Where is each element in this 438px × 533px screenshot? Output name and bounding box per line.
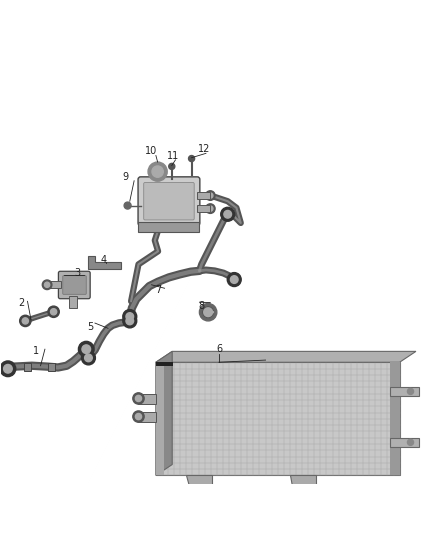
- Text: 10: 10: [145, 146, 158, 156]
- Bar: [138, 394, 156, 403]
- FancyBboxPatch shape: [138, 177, 200, 225]
- Bar: [390, 362, 399, 475]
- Circle shape: [81, 351, 95, 365]
- Circle shape: [135, 414, 141, 419]
- Circle shape: [85, 354, 92, 362]
- Circle shape: [126, 317, 134, 325]
- Text: 1: 1: [33, 346, 39, 357]
- Circle shape: [126, 313, 134, 320]
- Circle shape: [203, 307, 213, 318]
- Circle shape: [407, 389, 413, 394]
- Bar: [197, 205, 210, 212]
- Circle shape: [20, 315, 31, 327]
- FancyBboxPatch shape: [63, 276, 86, 294]
- Bar: [156, 362, 173, 366]
- Bar: [138, 412, 156, 422]
- Circle shape: [188, 156, 194, 161]
- Circle shape: [230, 276, 238, 284]
- FancyBboxPatch shape: [144, 182, 194, 220]
- Polygon shape: [290, 475, 316, 486]
- Text: 2: 2: [18, 298, 24, 309]
- Polygon shape: [186, 475, 212, 486]
- Circle shape: [221, 207, 235, 221]
- Circle shape: [133, 393, 144, 404]
- Polygon shape: [156, 351, 172, 475]
- Circle shape: [169, 163, 175, 169]
- Circle shape: [148, 162, 167, 181]
- Circle shape: [133, 411, 144, 422]
- Circle shape: [227, 272, 241, 287]
- Circle shape: [123, 314, 137, 328]
- Text: 9: 9: [122, 172, 128, 182]
- FancyBboxPatch shape: [58, 271, 90, 298]
- Text: 4: 4: [101, 255, 107, 265]
- Text: 11: 11: [167, 150, 180, 160]
- Bar: [197, 192, 210, 199]
- Circle shape: [205, 204, 215, 213]
- Circle shape: [124, 202, 131, 209]
- Polygon shape: [156, 351, 416, 362]
- Text: 6: 6: [216, 344, 222, 354]
- Circle shape: [135, 395, 141, 401]
- Text: 8: 8: [198, 301, 205, 311]
- Bar: [156, 362, 164, 475]
- Text: 3: 3: [74, 268, 81, 278]
- Circle shape: [44, 282, 50, 287]
- Circle shape: [123, 310, 137, 324]
- Circle shape: [78, 341, 94, 357]
- Circle shape: [208, 193, 213, 198]
- Bar: [138, 222, 199, 232]
- Bar: [47, 281, 61, 288]
- Circle shape: [0, 361, 16, 377]
- Bar: [156, 362, 399, 475]
- Circle shape: [82, 345, 91, 353]
- Text: 7: 7: [155, 286, 161, 295]
- Circle shape: [205, 191, 215, 200]
- Polygon shape: [88, 256, 121, 269]
- Circle shape: [22, 318, 28, 324]
- Polygon shape: [390, 386, 419, 396]
- Circle shape: [48, 306, 59, 318]
- Circle shape: [208, 206, 213, 211]
- Circle shape: [407, 439, 413, 446]
- Circle shape: [42, 280, 52, 289]
- Circle shape: [224, 211, 232, 218]
- Circle shape: [50, 309, 57, 315]
- Bar: [48, 362, 55, 370]
- Circle shape: [152, 166, 163, 177]
- Circle shape: [4, 365, 12, 373]
- Text: 12: 12: [198, 144, 210, 154]
- Bar: [24, 362, 31, 370]
- Bar: [69, 296, 77, 308]
- Polygon shape: [390, 438, 419, 447]
- Circle shape: [199, 303, 217, 321]
- Text: 5: 5: [88, 322, 94, 333]
